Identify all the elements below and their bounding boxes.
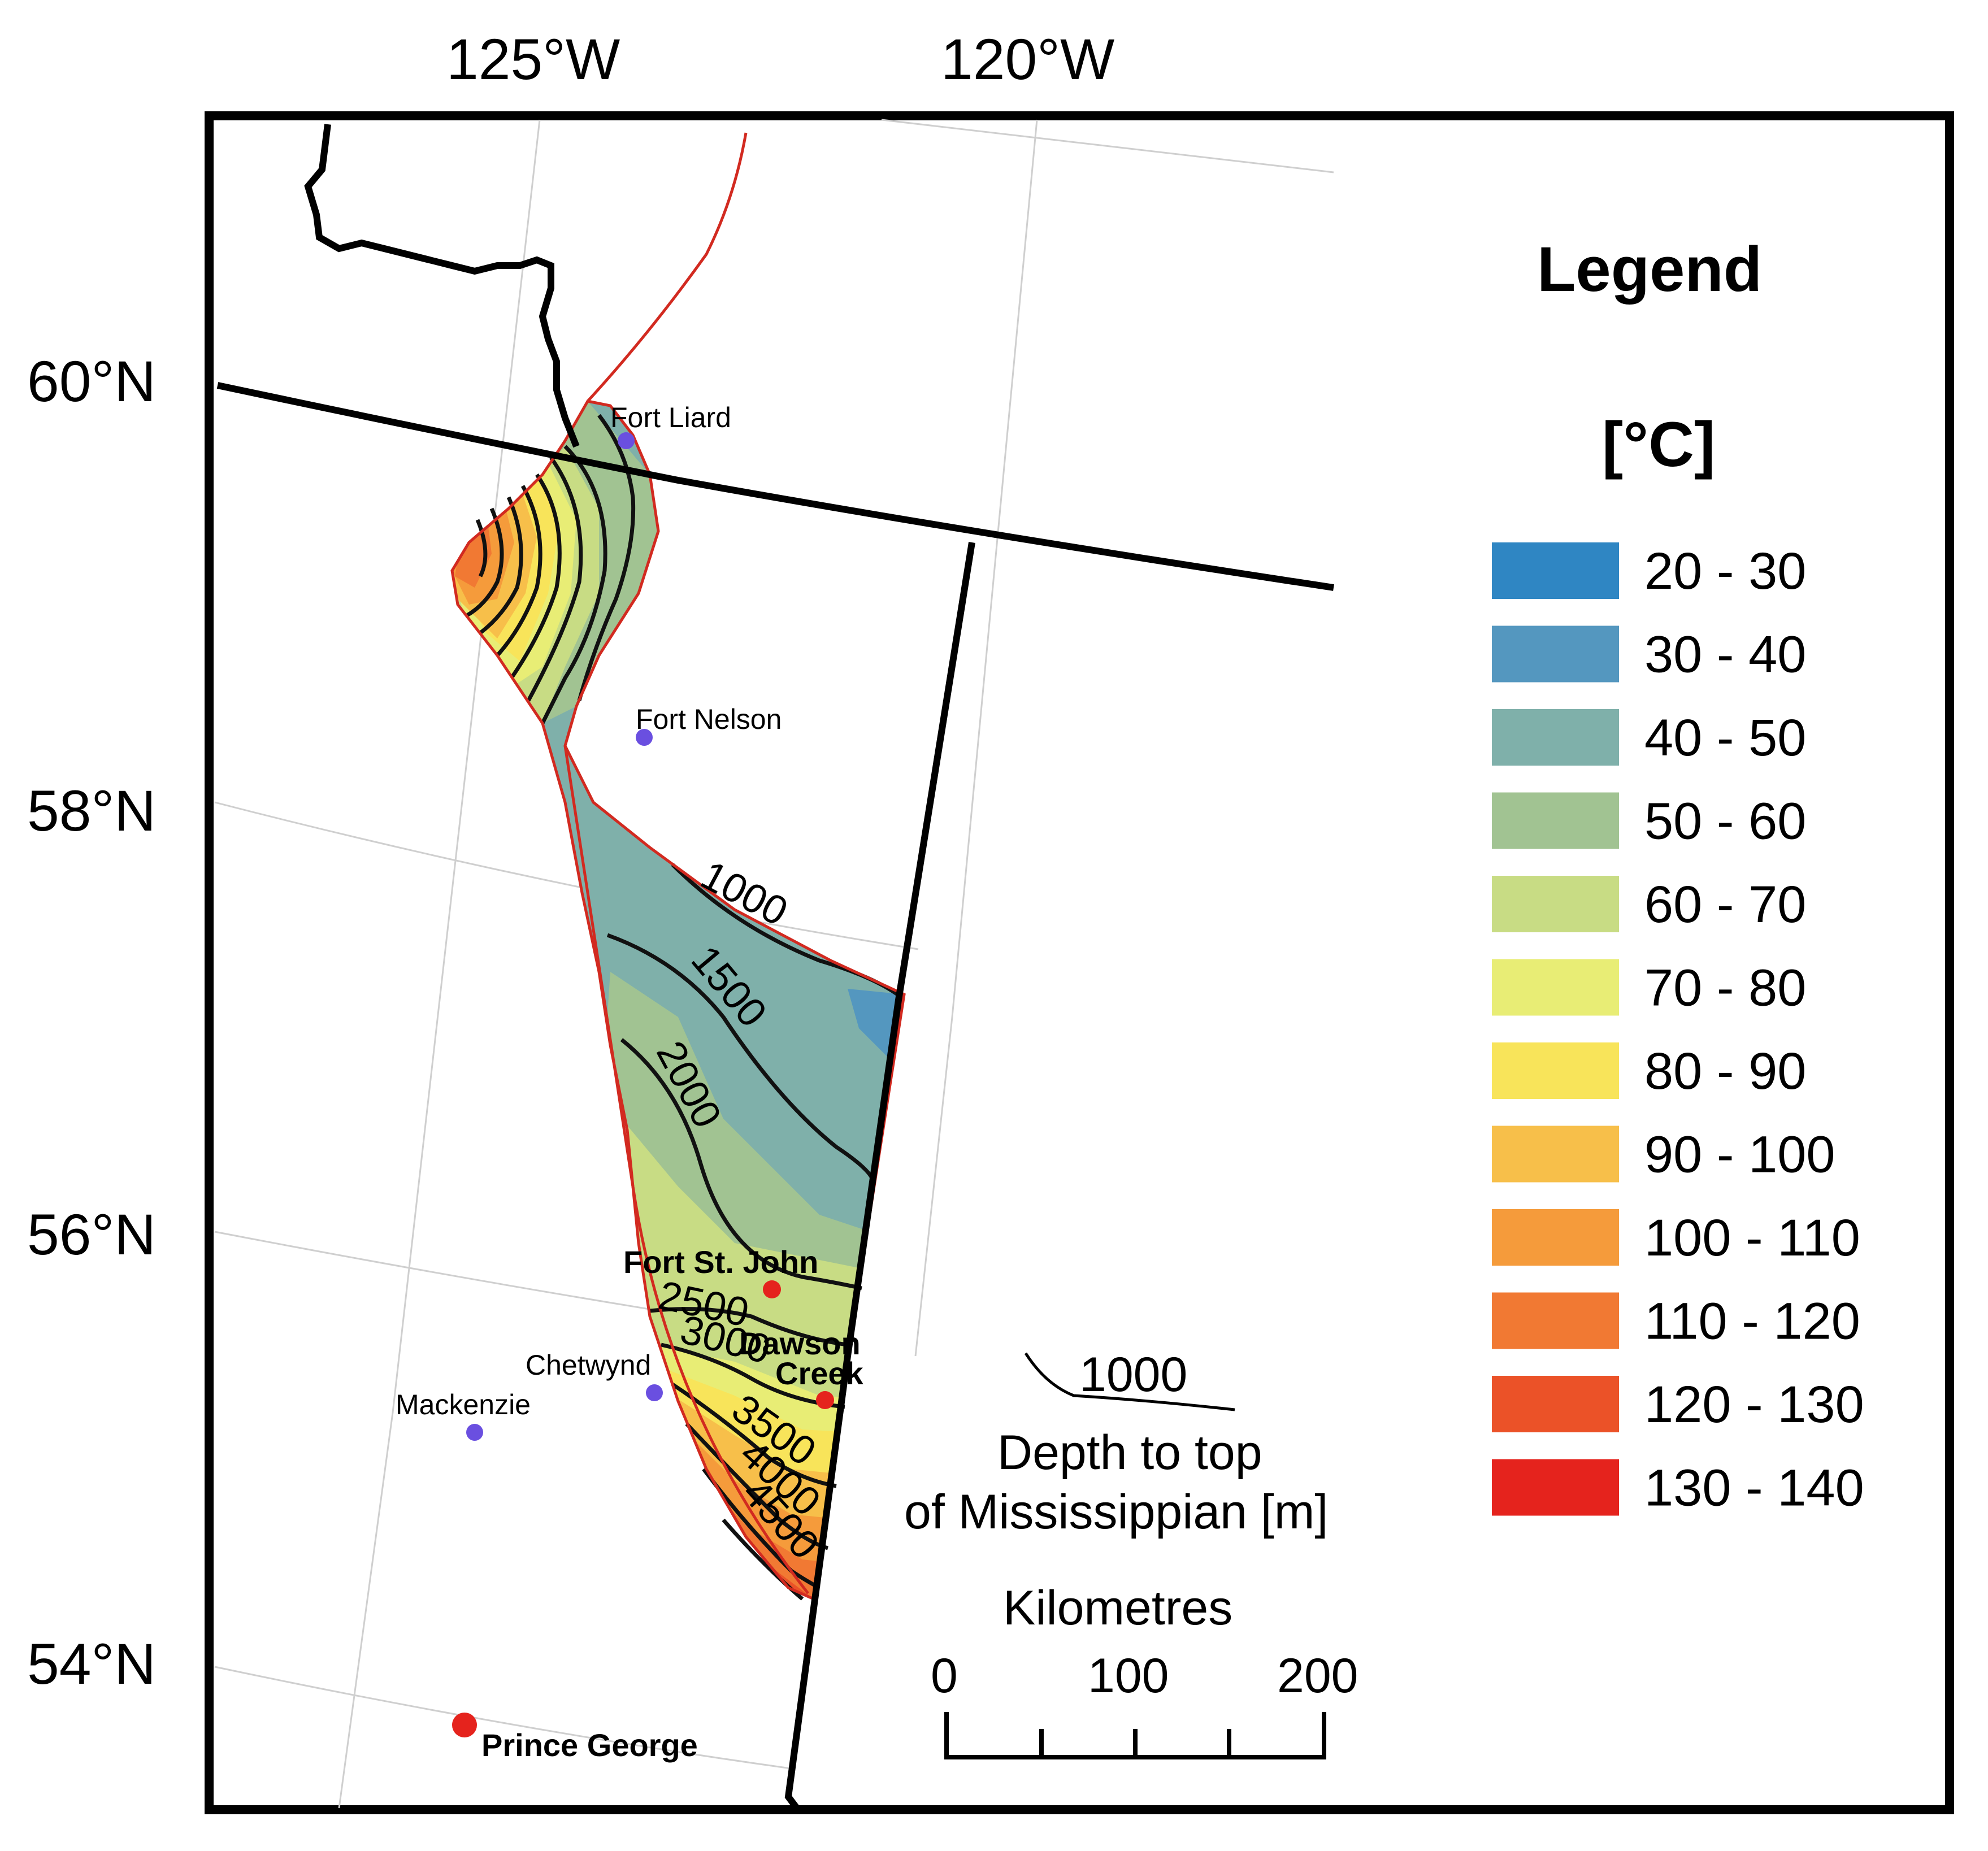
legend-label: 80 - 90 [1644, 1042, 1806, 1100]
town-marker-fort-liard [618, 432, 635, 449]
scale-bar-title: Kilometres [1003, 1581, 1232, 1635]
legend-swatch [1492, 709, 1619, 766]
legend-label: 110 - 120 [1644, 1293, 1860, 1350]
legend-label: 100 - 110 [1644, 1209, 1860, 1267]
town-label-chetwynd: Chetwynd [526, 1349, 651, 1381]
legend-swatch [1492, 1126, 1619, 1183]
lat-label-58n: 58°N [27, 779, 156, 843]
lat-label-54n: 54°N [27, 1632, 156, 1696]
depth-key-caption-line1: Depth to top [997, 1426, 1262, 1480]
depth-key-caption-line2: of Mississippian [m] [904, 1485, 1328, 1539]
legend-label: 130 - 140 [1644, 1459, 1864, 1517]
scale-bar-tick-0: 0 [931, 1649, 958, 1703]
town-marker-prince-george [452, 1713, 477, 1737]
scale-bar-tick-200: 200 [1277, 1649, 1358, 1703]
lon-label-125w: 125°W [446, 27, 620, 92]
town-marker-mackenzie [466, 1424, 483, 1441]
legend-label: 40 - 50 [1644, 709, 1806, 767]
depth-key-sample-label: 1000 [1079, 1348, 1187, 1402]
legend-swatch [1492, 1042, 1619, 1099]
legend-swatch [1492, 1376, 1619, 1432]
legend-label: 70 - 80 [1644, 959, 1806, 1017]
legend-swatch [1492, 959, 1619, 1016]
town-label-creek: Creek [775, 1355, 864, 1391]
legend-label: 90 - 100 [1644, 1126, 1835, 1184]
legend-unit: [°C] [1602, 409, 1715, 480]
legend-swatch [1492, 1209, 1619, 1266]
town-label-fort-liard: Fort Liard [610, 402, 731, 433]
town-label-prince-george: Prince George [481, 1727, 698, 1763]
legend-label: 20 - 30 [1644, 542, 1806, 600]
legend-label: 60 - 70 [1644, 876, 1806, 933]
town-label-fort-nelson: Fort Nelson [636, 703, 782, 735]
lat-label-60n: 60°N [27, 349, 156, 414]
legend-title: Legend [1537, 234, 1762, 305]
legend-swatch [1492, 1293, 1619, 1349]
town-label-fort-st-john: Fort St. John [623, 1244, 818, 1280]
lat-label-56n: 56°N [27, 1202, 156, 1267]
legend-label: 30 - 40 [1644, 626, 1806, 684]
town-label-mackenzie: Mackenzie [396, 1389, 531, 1420]
legend-swatch [1492, 542, 1619, 599]
legend-label: 50 - 60 [1644, 793, 1806, 850]
legend-swatch [1492, 793, 1619, 849]
legend-swatch [1492, 876, 1619, 932]
town-marker-dawson-creek [816, 1391, 834, 1409]
scale-bar-tick-100: 100 [1088, 1649, 1169, 1703]
legend-label: 120 - 130 [1644, 1376, 1864, 1433]
lon-label-120w: 120°W [941, 27, 1114, 92]
legend-swatch [1492, 1459, 1619, 1516]
town-marker-fort-st-john [763, 1280, 781, 1298]
legend-swatch [1492, 626, 1619, 683]
town-marker-chetwynd [646, 1384, 663, 1401]
